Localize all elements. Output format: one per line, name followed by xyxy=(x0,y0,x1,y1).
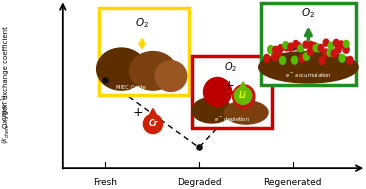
Text: ($k_{chem}$, cm$\cdot$s$^{-1}$): ($k_{chem}$, cm$\cdot$s$^{-1}$) xyxy=(0,93,12,144)
Ellipse shape xyxy=(287,43,294,51)
Ellipse shape xyxy=(311,43,317,50)
Ellipse shape xyxy=(327,49,333,56)
Text: $O_2$: $O_2$ xyxy=(224,60,237,74)
Ellipse shape xyxy=(268,46,274,53)
Text: $O_2$: $O_2$ xyxy=(301,6,315,20)
Polygon shape xyxy=(147,108,158,119)
Ellipse shape xyxy=(343,40,349,47)
Ellipse shape xyxy=(339,54,345,62)
Text: $O_2$: $O_2$ xyxy=(135,17,149,30)
Ellipse shape xyxy=(272,53,278,61)
Text: Degraded: Degraded xyxy=(177,178,221,187)
Ellipse shape xyxy=(295,43,302,50)
Ellipse shape xyxy=(333,39,339,46)
Ellipse shape xyxy=(293,40,299,47)
Ellipse shape xyxy=(278,45,284,52)
Point xyxy=(102,78,108,81)
Ellipse shape xyxy=(313,44,319,52)
Text: +: + xyxy=(132,106,143,119)
Ellipse shape xyxy=(192,98,232,123)
Point xyxy=(196,146,202,149)
Ellipse shape xyxy=(343,45,349,53)
Ellipse shape xyxy=(303,41,309,48)
Ellipse shape xyxy=(276,49,282,57)
Text: MIEC Oxide: MIEC Oxide xyxy=(116,85,145,90)
Text: Oxygen exchange coefficient: Oxygen exchange coefficient xyxy=(3,26,9,128)
Ellipse shape xyxy=(338,41,344,48)
Ellipse shape xyxy=(323,39,329,46)
Ellipse shape xyxy=(331,50,337,57)
Text: $e^-$ accumulation: $e^-$ accumulation xyxy=(285,71,332,79)
Text: Regenerated: Regenerated xyxy=(264,178,322,187)
FancyBboxPatch shape xyxy=(99,8,189,95)
Ellipse shape xyxy=(232,85,255,108)
Polygon shape xyxy=(238,82,248,91)
Ellipse shape xyxy=(143,114,163,134)
Text: Cr: Cr xyxy=(148,119,158,129)
FancyBboxPatch shape xyxy=(261,3,356,85)
Ellipse shape xyxy=(203,77,231,107)
Ellipse shape xyxy=(280,57,286,64)
Text: Fresh: Fresh xyxy=(93,178,117,187)
Ellipse shape xyxy=(299,55,306,63)
Ellipse shape xyxy=(273,46,279,53)
Ellipse shape xyxy=(259,52,358,83)
Ellipse shape xyxy=(318,44,324,51)
Ellipse shape xyxy=(307,48,313,56)
Ellipse shape xyxy=(288,43,294,50)
Ellipse shape xyxy=(284,43,290,51)
Ellipse shape xyxy=(97,48,146,90)
Ellipse shape xyxy=(291,56,298,64)
Ellipse shape xyxy=(347,56,353,64)
Ellipse shape xyxy=(283,42,288,49)
Ellipse shape xyxy=(264,54,270,62)
Ellipse shape xyxy=(315,44,321,52)
Ellipse shape xyxy=(303,53,310,60)
Ellipse shape xyxy=(130,52,176,90)
Text: Li: Li xyxy=(239,91,247,100)
Text: +: + xyxy=(224,79,235,92)
Text: $e^-$ depletion: $e^-$ depletion xyxy=(214,115,250,124)
Ellipse shape xyxy=(328,42,334,49)
Ellipse shape xyxy=(335,45,341,53)
Ellipse shape xyxy=(319,57,325,64)
Ellipse shape xyxy=(298,45,304,52)
Ellipse shape xyxy=(268,46,273,53)
Ellipse shape xyxy=(234,87,252,104)
FancyBboxPatch shape xyxy=(192,56,272,129)
Ellipse shape xyxy=(224,101,268,124)
Ellipse shape xyxy=(323,49,329,57)
Ellipse shape xyxy=(308,41,314,48)
Ellipse shape xyxy=(155,61,187,91)
Point xyxy=(290,46,296,49)
